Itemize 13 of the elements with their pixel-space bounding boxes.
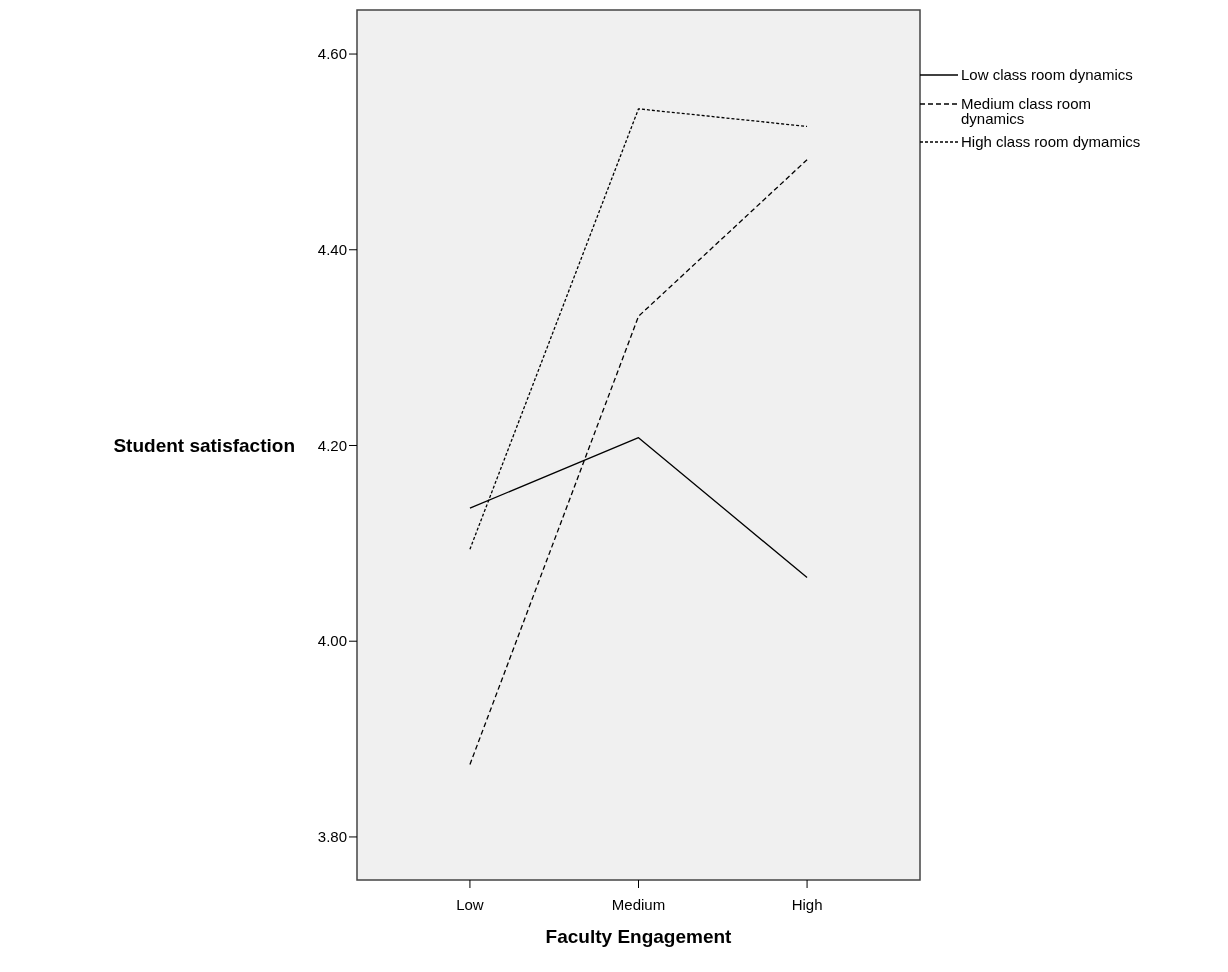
x-tick-label: High xyxy=(791,896,823,913)
y-tick-label: 4.40 xyxy=(317,241,347,259)
y-tick-label: 4.20 xyxy=(317,436,347,454)
legend-label: High class room dymamics xyxy=(961,133,1141,150)
y-axis-title: Student satisfaction xyxy=(113,435,295,456)
x-tick-label: Low xyxy=(456,896,484,913)
x-tick-label: Medium xyxy=(611,896,666,913)
y-tick-label: 4.00 xyxy=(317,632,347,650)
y-tick-label: 4.60 xyxy=(317,45,347,63)
legend-label: Low class room dynamics xyxy=(961,66,1133,83)
x-axis-title: Faculty Engagement xyxy=(545,926,733,947)
legend-label: Medium class room dynamics xyxy=(961,95,1092,127)
y-tick-label: 3.80 xyxy=(317,828,347,846)
